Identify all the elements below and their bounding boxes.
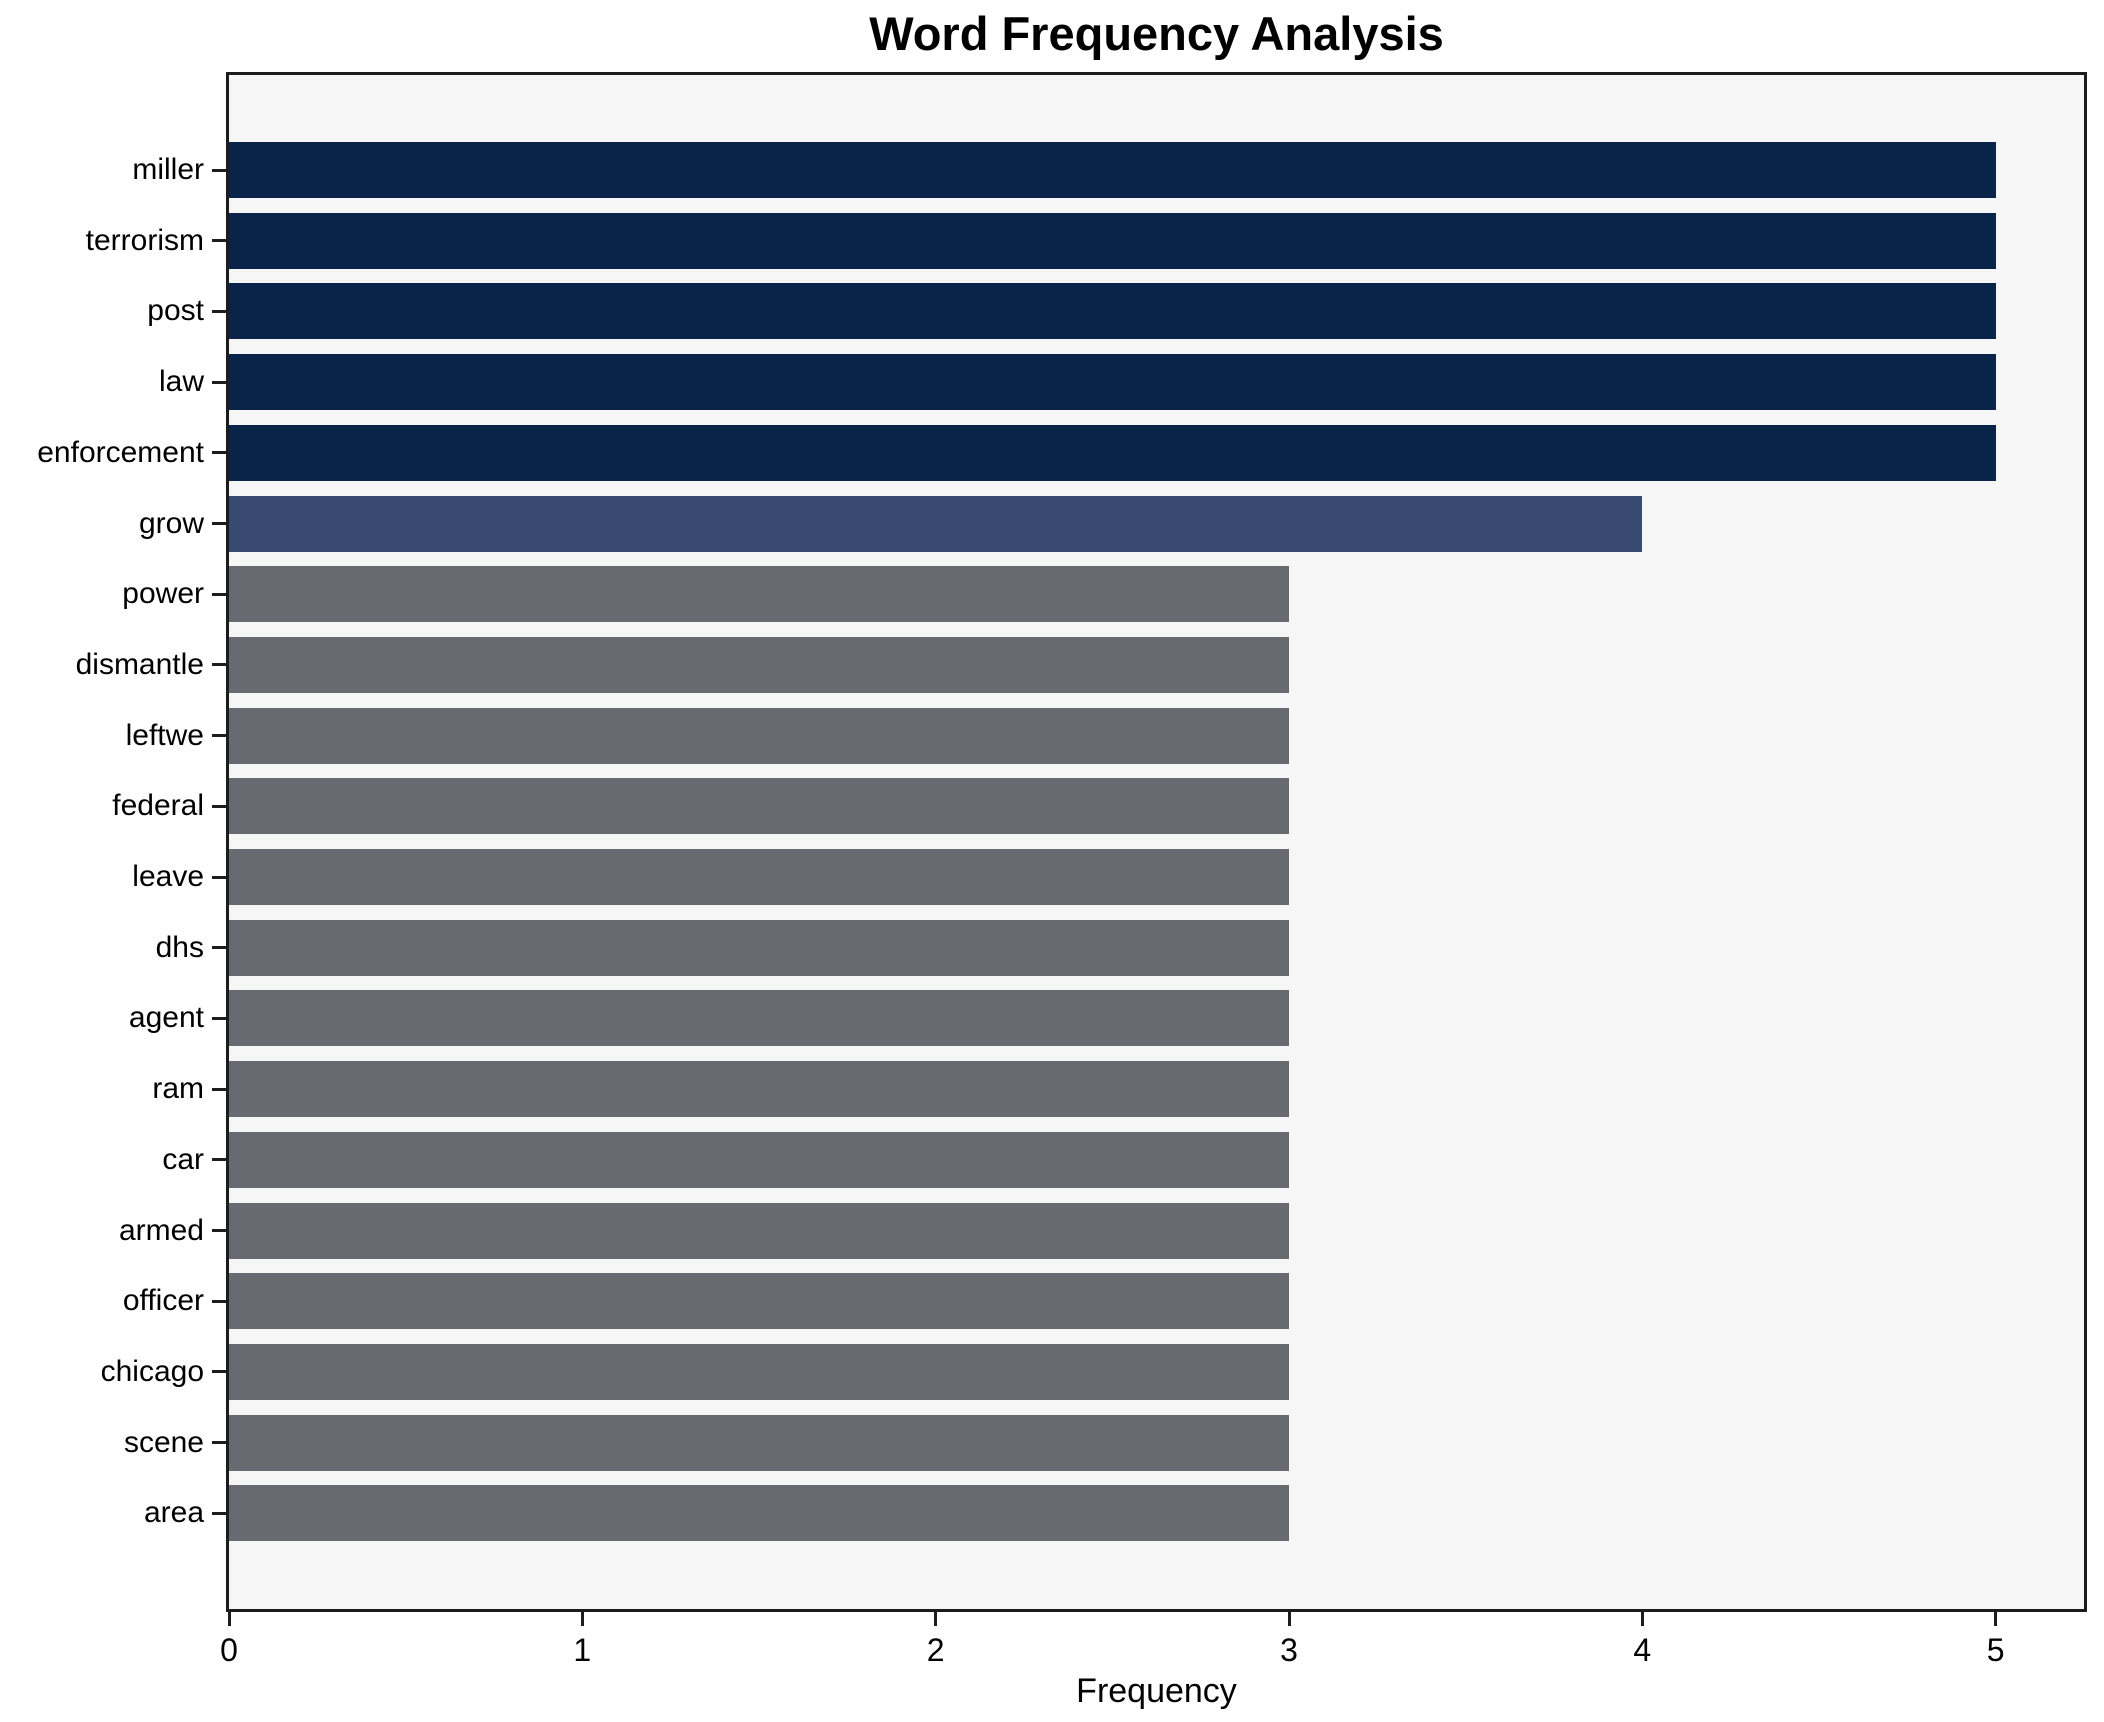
y-tick-mark [212, 239, 226, 243]
y-tick-mark [212, 1229, 226, 1232]
y-tick-label: leftwe [125, 718, 204, 752]
frequency-bar [229, 778, 1289, 835]
x-tick-mark [1640, 1612, 1644, 1626]
frequency-bar [229, 1273, 1289, 1330]
x-tick-label: 3 [1280, 1632, 1298, 1668]
frequency-bar [229, 1061, 1289, 1118]
frequency-bar [229, 212, 1996, 269]
x-tick-label: 0 [220, 1632, 238, 1668]
y-tick-label: power [122, 577, 204, 611]
y-tick-mark [212, 592, 226, 596]
y-tick-mark [212, 804, 226, 808]
y-tick-label: chicago [100, 1354, 204, 1388]
x-tick-mark [1994, 1612, 1998, 1626]
y-tick-mark [212, 1370, 226, 1374]
y-tick-mark [212, 875, 226, 879]
y-tick-mark [212, 1299, 226, 1303]
x-tick-label: 4 [1633, 1632, 1652, 1668]
y-tick-mark [212, 1441, 226, 1445]
frequency-bar [229, 354, 1996, 411]
frequency-bar [229, 919, 1289, 976]
y-tick-label: scene [123, 1425, 204, 1459]
frequency-bar [229, 707, 1289, 764]
y-tick-label: federal [112, 789, 204, 823]
x-tick-label: 1 [573, 1632, 592, 1668]
x-tick-label: 2 [926, 1632, 945, 1668]
y-tick-mark [212, 168, 226, 172]
y-tick-mark [212, 309, 226, 313]
frequency-bar [229, 495, 1643, 552]
x-tick-label: 5 [1986, 1632, 2005, 1668]
y-tick-label: post [147, 294, 204, 328]
y-tick-mark [212, 946, 226, 950]
y-tick-label: terrorism [85, 223, 204, 257]
x-tick-mark [580, 1612, 584, 1626]
frequency-bar [229, 990, 1289, 1047]
frequency-bar [229, 142, 1996, 198]
y-tick-mark [212, 1087, 226, 1091]
y-tick-label: car [162, 1142, 204, 1176]
x-tick-mark [1287, 1612, 1291, 1626]
y-tick-mark [212, 522, 226, 525]
y-tick-label: dismantle [75, 647, 204, 681]
frequency-bar [229, 566, 1289, 623]
plot-area [226, 72, 2087, 1612]
frequency-bar [229, 1343, 1289, 1400]
y-tick-mark [212, 380, 226, 384]
frequency-bar [229, 636, 1289, 693]
y-tick-label: officer [122, 1284, 204, 1318]
frequency-bar [229, 283, 1996, 340]
y-tick-mark [212, 451, 226, 455]
chart-title: Word Frequency Analysis [869, 7, 1444, 60]
frequency-bar [229, 849, 1289, 905]
x-axis-title: Frequency [1076, 1672, 1237, 1710]
y-tick-label: dhs [155, 930, 204, 964]
y-tick-label: area [143, 1496, 204, 1530]
y-tick-mark [212, 1016, 226, 1020]
y-tick-mark [212, 663, 226, 667]
y-tick-mark [212, 734, 226, 738]
y-tick-label: enforcement [37, 435, 204, 469]
frequency-bar [229, 1131, 1289, 1188]
y-tick-label: miller [132, 153, 204, 186]
frequency-bar [229, 1414, 1289, 1471]
y-tick-label: agent [128, 1001, 204, 1035]
y-tick-label: grow [138, 506, 204, 540]
x-tick-mark [227, 1612, 231, 1626]
y-tick-mark [212, 1158, 226, 1162]
y-tick-label: law [158, 365, 204, 399]
y-tick-label: armed [118, 1213, 204, 1247]
frequency-bar [229, 1485, 1289, 1542]
x-tick-mark [934, 1612, 938, 1626]
y-tick-label: leave [132, 860, 204, 893]
frequency-bar [229, 424, 1996, 481]
y-tick-label: ram [152, 1072, 204, 1106]
y-tick-mark [212, 1511, 226, 1515]
frequency-bar [229, 1202, 1289, 1259]
